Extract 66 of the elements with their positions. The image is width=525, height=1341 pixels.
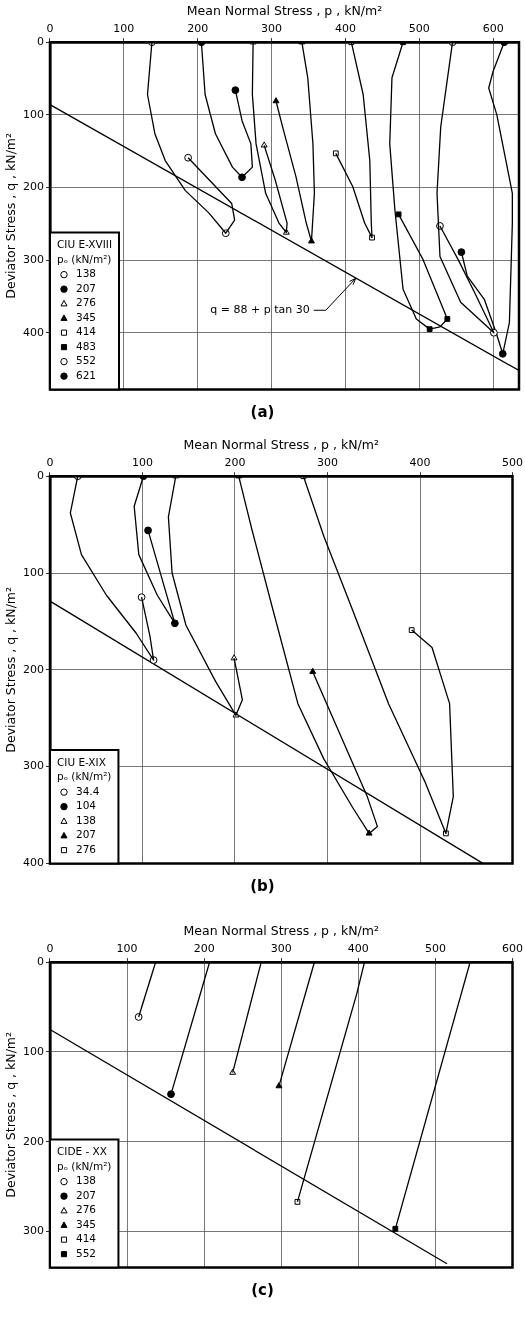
x-tick-label: 100 (113, 22, 135, 36)
x-tick-label: 200 (224, 456, 246, 470)
x-axis-title: Mean Normal Stress , p , kN/m² (186, 2, 383, 18)
y-axis-title: Deviator Stress , q , kN/m² (2, 586, 18, 753)
text: (b) (249, 876, 276, 897)
x-axis-title: Mean Normal Stress , p , kN/m² (183, 436, 379, 452)
y-tick-label: 300 (23, 1224, 44, 1238)
y-tick-label: 0 (37, 955, 44, 969)
y-tick-label: 200 (23, 662, 44, 676)
y-tick-label: 300 (23, 759, 44, 773)
legend-label: 483 (76, 339, 97, 352)
x-tick-label: 500 (502, 456, 523, 470)
x-tick-label: 400 (347, 942, 369, 956)
legend-label: 138 (76, 267, 97, 280)
y-tick-label: 400 (23, 856, 44, 870)
legend-label: 345 (76, 1217, 97, 1230)
legend-label: 552 (76, 354, 97, 367)
legend-label: 207 (76, 828, 97, 841)
x-tick-label: 200 (187, 22, 209, 36)
x-tick-label: 0 (46, 942, 54, 956)
legend-label: 552 (76, 1246, 97, 1259)
x-tick-label: 400 (409, 456, 431, 470)
legend-title: CIDE - XX pₒ (kN/m²) (57, 1145, 112, 1172)
annotation: q = 88 + p tan 30 (210, 303, 310, 317)
legend-label: 104 (76, 799, 97, 812)
legend-label: 414 (76, 1232, 97, 1245)
y-tick-label: 200 (23, 180, 44, 194)
x-tick-label: 400 (334, 22, 356, 36)
y-tick-label: 400 (23, 325, 44, 339)
y-tick-label: 300 (23, 252, 44, 266)
legend-label: 207 (76, 1188, 97, 1201)
y-tick-label: 100 (23, 1044, 44, 1058)
x-tick-label: 100 (132, 456, 153, 470)
y-tick-label: 0 (37, 35, 44, 49)
legend-label: 34.4 (76, 784, 100, 797)
legend-label: 414 (76, 325, 97, 338)
legend-label: 276 (76, 1203, 97, 1216)
x-tick-label: 500 (408, 22, 430, 36)
legend-label: 138 (76, 813, 97, 826)
x-tick-label: 500 (424, 942, 446, 956)
x-axis-title: Mean Normal Stress , p , kN/m² (183, 922, 379, 938)
y-axis-title: Deviator Stress , q , kN/m² (2, 132, 18, 299)
legend-title: CIU E-XVIII pₒ (kN/m²) (57, 238, 113, 265)
y-tick-label: 0 (37, 469, 44, 483)
text: (c) (250, 1280, 275, 1301)
x-tick-label: 600 (482, 22, 504, 36)
x-tick-label: 200 (193, 942, 215, 956)
y-axis-title: Deviator Stress , q , kN/m² (2, 1031, 18, 1198)
x-tick-label: 100 (116, 942, 138, 956)
legend-label: 138 (76, 1174, 97, 1187)
x-tick-label: 300 (261, 22, 283, 36)
legend-label: 207 (76, 281, 97, 294)
legend-label: 276 (76, 296, 97, 309)
legend-label: 345 (76, 310, 97, 323)
legend-label: 621 (76, 368, 97, 381)
x-tick-label: 600 (502, 942, 523, 956)
y-tick-label: 100 (23, 107, 44, 121)
x-tick-label: 300 (270, 942, 292, 956)
x-tick-label: 0 (46, 22, 54, 36)
legend-label: 276 (76, 842, 97, 855)
y-tick-label: 100 (23, 565, 44, 579)
x-tick-label: 300 (317, 456, 338, 470)
y-tick-label: 200 (23, 1134, 44, 1148)
x-tick-label: 0 (46, 456, 54, 470)
text: (a) (249, 402, 276, 423)
legend-title: CIU E-XIX pₒ (kN/m²) (57, 755, 112, 783)
